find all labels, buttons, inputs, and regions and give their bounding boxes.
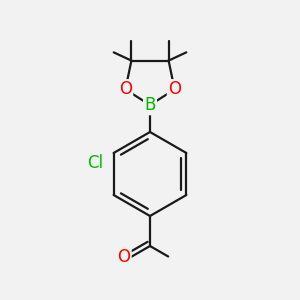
Text: O: O — [168, 80, 181, 98]
Text: O: O — [119, 80, 132, 98]
Text: B: B — [144, 96, 156, 114]
Text: O: O — [117, 248, 130, 266]
Text: Cl: Cl — [87, 154, 104, 172]
